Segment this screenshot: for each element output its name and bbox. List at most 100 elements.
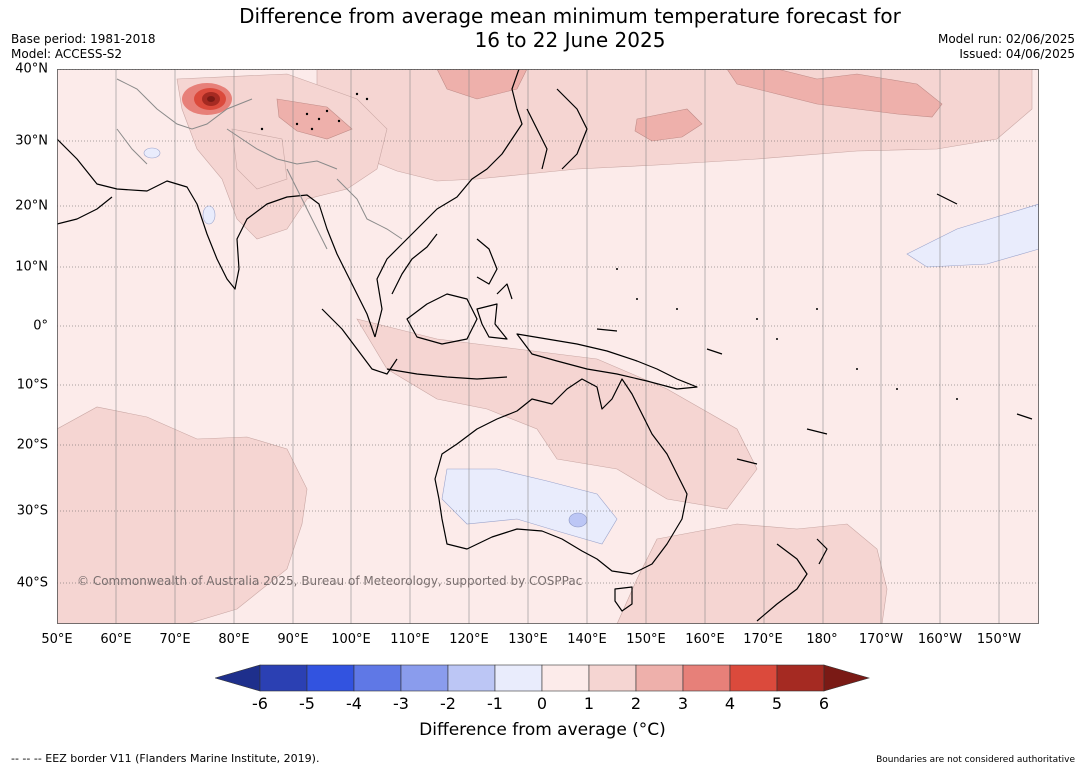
anomaly-patch-hot-1 xyxy=(726,69,943,118)
colorbar-tick-label: 2 xyxy=(630,694,642,713)
anomaly-patch-hot-4 xyxy=(436,69,528,100)
anomaly-patch-cool-arabian xyxy=(143,147,161,159)
anomaly-region-south-indian-ocean xyxy=(57,406,308,624)
coastline-pacific-islands xyxy=(596,193,1033,465)
lon-label-50e: 50°E xyxy=(41,632,73,647)
colorbar-segment xyxy=(400,664,449,692)
colorbar-segment xyxy=(776,664,825,692)
colorbar-segment xyxy=(588,664,637,692)
lat-label-10n: 10°N xyxy=(15,259,48,275)
anomaly-region-north-australia xyxy=(356,318,758,510)
lon-label-160w: 160°W xyxy=(917,632,963,647)
forecast-map xyxy=(57,69,1039,624)
lon-label-170w: 170°W xyxy=(858,632,904,647)
lon-label-90e: 90°E xyxy=(277,632,309,647)
lat-label-0: 0° xyxy=(33,318,48,334)
lon-label-120e: 120°E xyxy=(449,632,489,647)
colorbar-segment xyxy=(494,664,543,692)
base-period: Base period: 1981-2018 xyxy=(11,32,156,46)
chart-title: Difference from average mean minimum tem… xyxy=(150,4,990,52)
lon-label-70e: 70°E xyxy=(159,632,191,647)
coastline-new-guinea xyxy=(516,333,698,390)
colorbar xyxy=(215,664,870,692)
coastline-indochina-china xyxy=(374,69,523,338)
anomaly-patch-hot-3 xyxy=(276,98,353,140)
coastline-arabia-east xyxy=(57,196,113,225)
coastline-vietnam xyxy=(391,233,438,295)
map-frame xyxy=(57,69,1039,624)
lon-label-140e: 140°E xyxy=(567,632,607,647)
colorbar-segment xyxy=(447,664,496,692)
colorbar-tick-label: 6 xyxy=(818,694,830,713)
colorbar-tick-label: 1 xyxy=(583,694,595,713)
map-svg xyxy=(57,69,1039,624)
colorbar-tick-label: -4 xyxy=(346,694,362,713)
colorbar-segment xyxy=(635,664,684,692)
boundaries-disclaimer: Boundaries are not considered authoritat… xyxy=(876,755,1075,765)
anomaly-hotspot-himalaya-core xyxy=(207,96,215,102)
colorbar-segment xyxy=(682,664,731,692)
colorbar-tick-label: 4 xyxy=(724,694,736,713)
meta-left: Base period: 1981-2018 Model: ACCESS-S2 xyxy=(11,32,156,62)
colorbar-tick-label: -6 xyxy=(252,694,268,713)
lon-label-80e: 80°E xyxy=(218,632,250,647)
longitude-gridlines xyxy=(115,69,1000,624)
colorbar-segment xyxy=(729,664,778,692)
model-name: Model: ACCESS-S2 xyxy=(11,47,123,61)
eez-note: -- -- -- EEZ border V11 (Flanders Marine… xyxy=(11,752,320,765)
lon-label-150e: 150°E xyxy=(626,632,666,647)
colorbar-tick-label: 0 xyxy=(536,694,548,713)
colorbar-tick-label: -5 xyxy=(299,694,315,713)
colorbar-segment xyxy=(259,664,308,692)
coastline-australia xyxy=(434,378,688,575)
lon-label-160e: 160°E xyxy=(685,632,725,647)
colorbar-tick-label: -1 xyxy=(487,694,503,713)
coastline-new-zealand xyxy=(756,538,828,622)
coastline-philippines xyxy=(476,238,513,300)
lat-label-40s: 40°S xyxy=(16,575,48,591)
lat-label-20n: 20°N xyxy=(15,198,48,214)
colorbar-tick-label: 5 xyxy=(771,694,783,713)
coastlines xyxy=(57,69,1033,622)
lon-label-180: 180° xyxy=(806,632,838,647)
coastline-sumatra xyxy=(321,308,398,375)
coastline-sulawesi xyxy=(476,303,508,340)
anomaly-patch-hot-2 xyxy=(634,108,703,142)
colorbar-tick-label: 3 xyxy=(677,694,689,713)
colorbar-tick-label: -2 xyxy=(440,694,456,713)
lat-label-10s: 10°S xyxy=(16,377,48,393)
meta-right: Model run: 02/06/2025 Issued: 04/06/2025 xyxy=(938,32,1075,62)
title-line-2: 16 to 22 June 2025 xyxy=(474,28,666,52)
anomaly-region-india xyxy=(231,128,288,190)
colorbar-label: Difference from average (°C) xyxy=(419,720,666,740)
lat-label-20s: 20°S xyxy=(16,437,48,453)
coastline-arabia-india xyxy=(57,138,376,338)
colorbar-segment xyxy=(306,664,355,692)
lon-label-170e: 170°E xyxy=(743,632,783,647)
lat-label-30n: 30°N xyxy=(15,133,48,149)
anomaly-region-tasman xyxy=(616,523,888,624)
colorbar-tick-label: -3 xyxy=(393,694,409,713)
colorbar-segment xyxy=(353,664,402,692)
issued-date: Issued: 04/06/2025 xyxy=(959,47,1075,61)
colorbar-segment xyxy=(541,664,590,692)
island-dots xyxy=(260,92,958,400)
lon-label-60e: 60°E xyxy=(100,632,132,647)
country-borders xyxy=(116,78,403,250)
lon-label-110e: 110°E xyxy=(390,632,430,647)
lon-label-150w: 150°W xyxy=(976,632,1022,647)
colorbar-arrow-low xyxy=(215,664,261,692)
lon-label-100e: 100°E xyxy=(331,632,371,647)
coastline-java xyxy=(386,368,508,380)
copyright-notice: © Commonwealth of Australia 2025, Bureau… xyxy=(77,574,583,588)
title-line-1: Difference from average mean minimum tem… xyxy=(239,4,901,28)
coastline-borneo xyxy=(406,293,478,345)
lat-label-40n: 40°N xyxy=(15,61,48,77)
anomaly-patch-cool-india xyxy=(202,205,216,225)
coastline-korea-japan xyxy=(526,88,588,170)
coastline-tasmania xyxy=(614,586,633,612)
lon-label-130e: 130°E xyxy=(508,632,548,647)
colorbar-arrow-high xyxy=(823,664,870,692)
lat-label-30s: 30°S xyxy=(16,503,48,519)
colorbar-segments xyxy=(215,664,870,692)
